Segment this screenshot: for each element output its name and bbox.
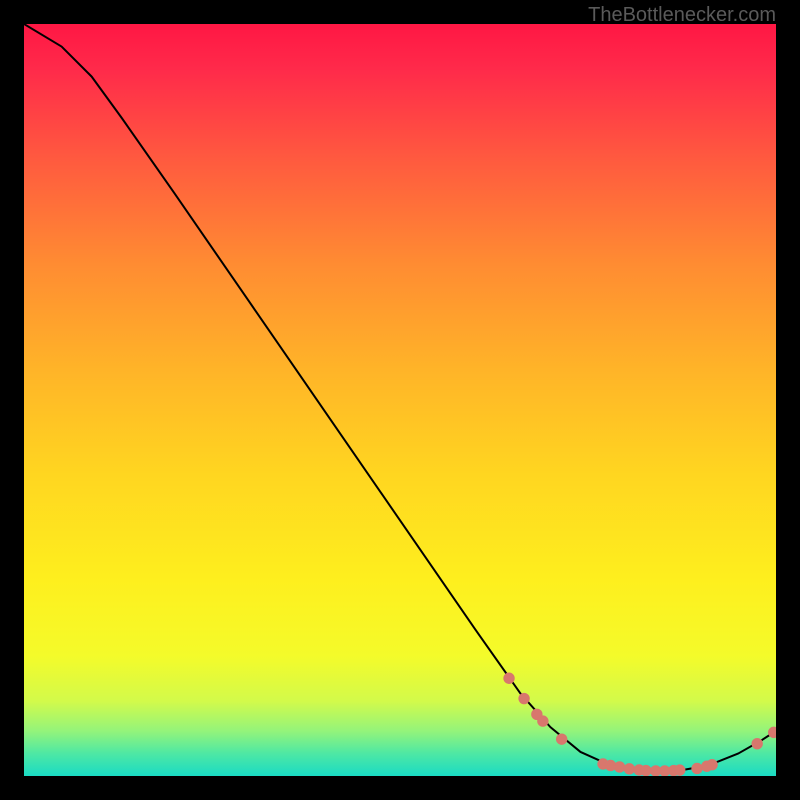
chart-container: TheBottlenecker.com [0, 0, 800, 800]
data-marker [769, 727, 776, 737]
data-marker [504, 673, 514, 683]
watermark-text: TheBottlenecker.com [588, 4, 776, 27]
data-marker [641, 765, 651, 775]
data-marker [675, 765, 685, 775]
data-marker [624, 764, 634, 774]
data-marker [519, 693, 529, 703]
data-marker [556, 734, 566, 744]
data-marker [752, 738, 762, 748]
data-marker [538, 716, 548, 726]
data-marker [692, 763, 702, 773]
marker-group [504, 673, 776, 776]
bottleneck-curve [24, 24, 776, 771]
data-marker [614, 762, 624, 772]
data-marker [707, 760, 717, 770]
curve-layer [24, 24, 776, 776]
plot-area [24, 24, 776, 776]
